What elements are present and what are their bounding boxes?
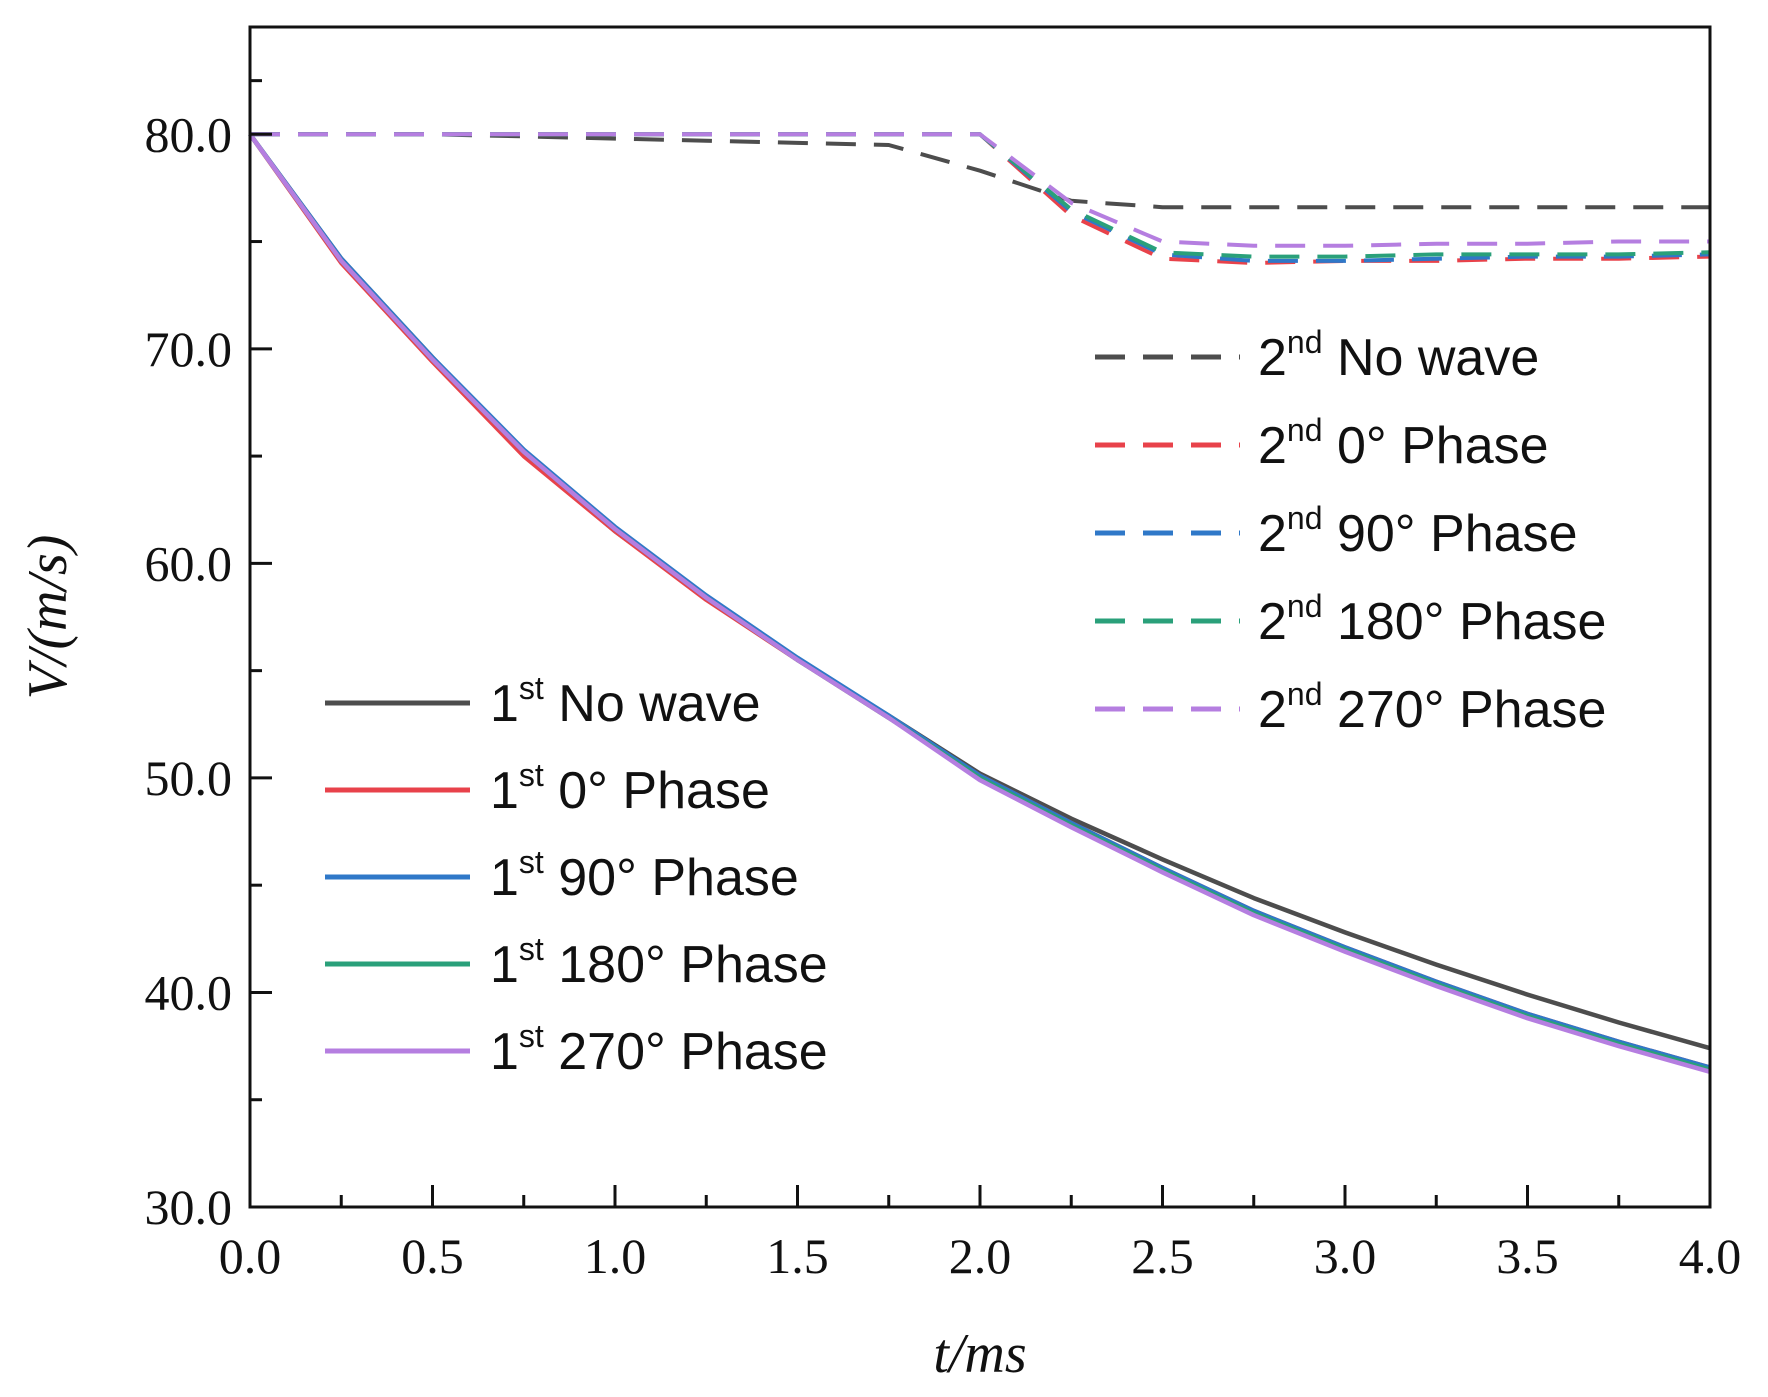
series-line-2nd-270deg-phase [250,132,1710,248]
series-line-2nd-no-wave [250,132,1710,210]
y-tick-label: 30.0 [145,1179,233,1235]
x-tick-label: 0.5 [401,1228,464,1284]
y-tick-label: 80.0 [145,106,233,162]
legend-label-1st-no-wave: 1st No wave [490,670,761,733]
series-layer [248,132,1711,1074]
legend-label-1st-180deg-phase: 1st 180° Phase [490,931,828,994]
y-axis-title: V/(m/s) [17,535,79,700]
x-tick-label: 1.5 [766,1228,829,1284]
legend-bottom-left: 1st No wave 1st 0° Phase 1st 90° Phase 1st … [325,670,828,1081]
x-tick-label: 4.0 [1679,1228,1742,1284]
x-tick-label: 3.5 [1496,1228,1559,1284]
y-tick-label: 60.0 [145,535,233,591]
x-tick-label: 0.0 [219,1228,282,1284]
legend-label-1st-0deg-phase: 1st 0° Phase [490,757,770,820]
series-line-1st-no-wave [248,132,1711,1051]
ticks-layer: 0.0 0.5 1.0 1.5 2.0 2.5 3.0 3.5 4.0 30.0 40.0 50.0 6… [145,79,1742,1284]
y-tick-label: 40.0 [145,964,233,1020]
y-tick-label: 50.0 [145,750,233,806]
x-axis-title: t/ms [933,1323,1026,1385]
series-line-1st-270deg-phase [248,132,1711,1074]
x-tick-label: 1.0 [584,1228,647,1284]
legend-label-2nd-270deg-phase: 2nd 270° Phase [1258,676,1606,739]
legend-label-2nd-90deg-phase: 2nd 90° Phase [1258,500,1578,563]
legend-top-right: 2nd No wave 2nd 0° Phase 2nd 90° Phase 2nd … [1095,324,1606,739]
legend-label-1st-270deg-phase: 1st 270° Phase [490,1018,828,1081]
x-tick-label: 2.5 [1131,1228,1194,1284]
x-tick-label: 3.0 [1314,1228,1377,1284]
legend-label-2nd-0deg-phase: 2nd 0° Phase [1258,412,1549,475]
legend-layer: 1st No wave 1st 0° Phase 1st 90° Phase 1st … [325,324,1606,1081]
legend-label-1st-90deg-phase: 1st 90° Phase [490,844,799,907]
x-tick-label: 2.0 [949,1228,1012,1284]
y-tick-label: 70.0 [145,321,233,377]
series-line-2nd-180deg-phase [250,132,1711,259]
legend-label-2nd-no-wave: 2nd No wave [1258,324,1539,387]
legend-label-2nd-180deg-phase: 2nd 180° Phase [1258,588,1606,651]
